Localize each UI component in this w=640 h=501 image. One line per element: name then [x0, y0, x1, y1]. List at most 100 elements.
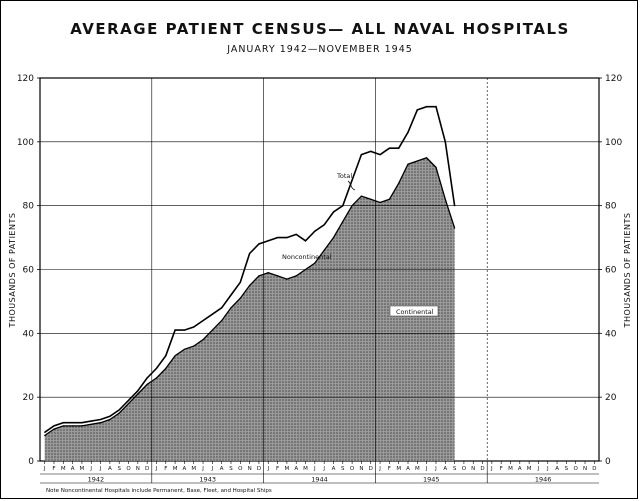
annotation-total-arrow	[347, 180, 356, 191]
continental-point	[435, 166, 437, 168]
continental-point	[165, 367, 167, 369]
x-tick-month: M	[396, 466, 401, 472]
y-tick-right: 20	[605, 393, 617, 403]
x-tick-month: J	[313, 466, 316, 472]
total-point	[202, 320, 204, 322]
x-tick-month: J	[434, 466, 437, 472]
total-point	[127, 399, 130, 401]
annotation-continental-box	[389, 305, 439, 317]
x-tick-month: F	[164, 466, 167, 472]
x-tick-month: J	[425, 466, 428, 472]
continental-point	[314, 262, 316, 264]
total-point	[454, 205, 456, 207]
continental-point	[332, 237, 335, 239]
x-tick-month: N	[471, 466, 475, 472]
total-point	[174, 329, 176, 331]
x-tick-month: J	[322, 466, 325, 472]
total-point	[323, 224, 325, 226]
x-tick-month: J	[99, 466, 102, 472]
y-tick-left: 40	[23, 329, 35, 339]
y-tick-right: 120	[605, 74, 622, 84]
x-tick-year: 1944	[311, 476, 328, 484]
total-point	[286, 237, 288, 239]
x-tick-month: D	[145, 466, 149, 472]
total-point	[267, 240, 269, 242]
continental-point	[360, 195, 362, 197]
x-tick-month: A	[294, 466, 298, 472]
total-point	[435, 106, 437, 108]
x-tick-month: N	[248, 466, 252, 472]
x-tick-month: F	[500, 466, 503, 472]
continental-point	[267, 272, 269, 274]
x-tick-month: J	[211, 466, 214, 472]
total-point	[314, 230, 316, 232]
annotation-noncontinental: Noncontinental	[282, 253, 332, 261]
x-tick-month: J	[546, 466, 549, 472]
x-tick-month: J	[201, 466, 204, 472]
y-tick-right: 100	[605, 138, 622, 148]
continental-point	[211, 329, 213, 331]
total-point	[44, 431, 46, 433]
continental-point	[444, 198, 446, 200]
continental-point	[304, 268, 307, 271]
x-tick-month: A	[555, 466, 559, 472]
continental-point	[183, 348, 185, 350]
x-tick-month: M	[303, 466, 308, 472]
x-tick-month: M	[173, 466, 178, 472]
chart-subtitle: JANUARY 1942—NOVEMBER 1945	[227, 44, 413, 55]
x-tick-month: M	[191, 466, 196, 472]
y-tick-left: 60	[23, 266, 35, 276]
continental-point	[155, 377, 158, 379]
x-tick-month: O	[462, 466, 467, 472]
total-point	[332, 211, 335, 213]
continental-point	[81, 425, 83, 427]
total-point	[109, 415, 111, 417]
total-point	[239, 281, 241, 283]
continental-point	[370, 198, 372, 200]
x-tick-month: N	[583, 466, 587, 472]
continental-point	[398, 182, 400, 184]
x-tick-month: M	[527, 466, 532, 472]
x-tick-month: D	[257, 466, 261, 472]
continental-point	[90, 423, 92, 425]
continental-point	[62, 425, 64, 427]
continental-point	[379, 201, 381, 204]
continental-point	[249, 284, 251, 287]
y-tick-left: 120	[17, 74, 34, 84]
chart-title: AVERAGE PATIENT CENSUS— ALL NAVAL HOSPIT…	[70, 20, 570, 38]
x-tick-month: O	[574, 466, 579, 472]
x-tick-month: A	[406, 466, 410, 472]
x-tick-month: O	[126, 466, 131, 472]
x-tick-month: O	[238, 466, 243, 472]
x-tick-month: A	[108, 466, 112, 472]
total-point	[72, 422, 74, 424]
continental-point	[230, 307, 232, 309]
footnote: Note Noncontinental Hospitals include Pe…	[46, 488, 272, 494]
x-tick-month: J	[378, 466, 381, 472]
continental-point	[323, 249, 325, 251]
x-tick-month: F	[388, 466, 391, 472]
continental-point	[388, 198, 390, 200]
x-tick-month: M	[80, 466, 85, 472]
total-point	[230, 294, 232, 296]
total-point	[258, 243, 260, 245]
total-point	[165, 355, 167, 357]
x-tick-month: A	[332, 466, 336, 472]
continental-point	[277, 275, 279, 277]
continental-point	[100, 422, 102, 424]
continental-point	[295, 275, 297, 277]
total-point	[90, 420, 92, 422]
y-tick-right: 60	[605, 266, 617, 276]
x-tick-month: A	[443, 466, 447, 472]
y-tick-right: 0	[605, 457, 611, 467]
continental-point	[416, 160, 418, 162]
total-point	[295, 233, 297, 235]
y-tick-right: 80	[605, 202, 617, 212]
total-point	[379, 154, 381, 156]
total-point	[62, 422, 64, 424]
x-tick-month: M	[61, 466, 66, 472]
total-point	[426, 106, 428, 108]
continental-point	[286, 278, 288, 280]
